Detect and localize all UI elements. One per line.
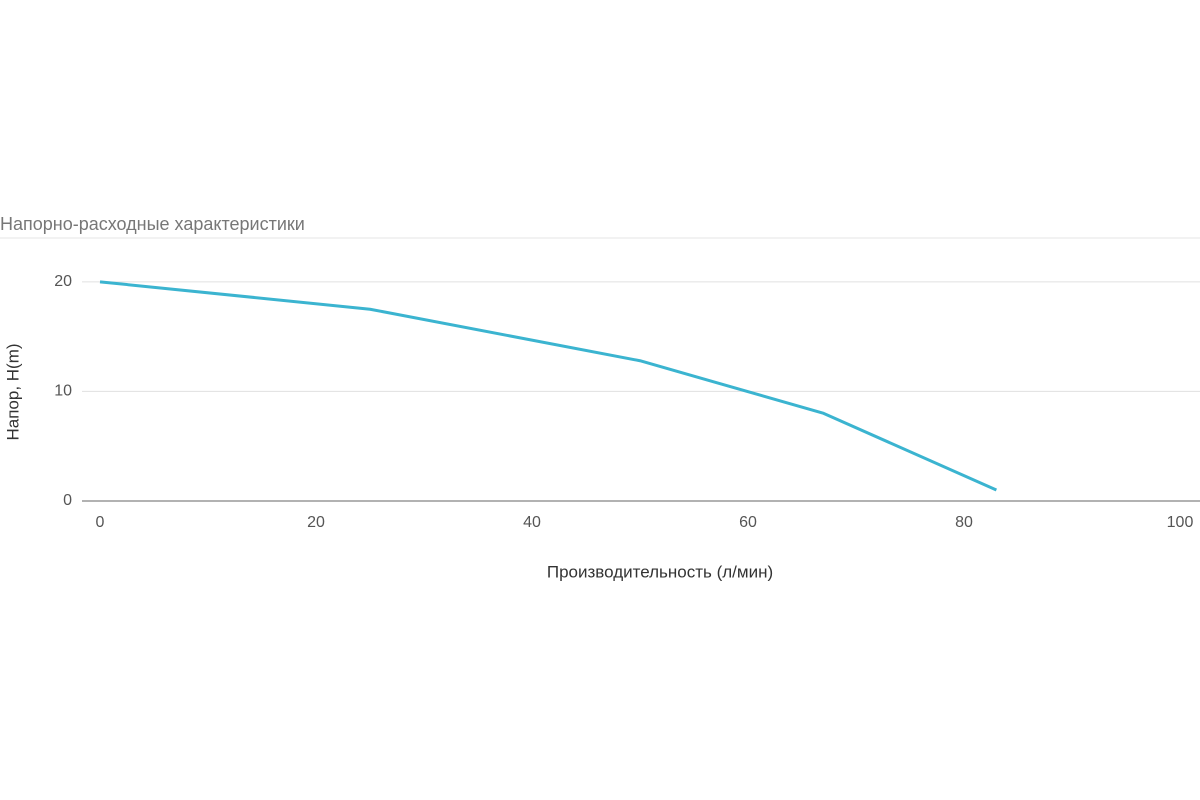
y-tick-label: 0 — [63, 492, 72, 509]
x-tick-label: 100 — [1167, 514, 1194, 531]
data-line — [99, 280, 998, 492]
y-tick-label: 10 — [54, 383, 72, 400]
chart-title: Напорно-расходные характеристики — [0, 214, 305, 234]
x-tick-label: 20 — [307, 514, 325, 531]
y-tick-label: 20 — [54, 273, 72, 290]
x-tick-label: 0 — [96, 514, 105, 531]
x-axis-label: Производительность (л/мин) — [547, 562, 773, 581]
x-tick-label: 40 — [523, 514, 541, 531]
y-axis-label: Напор, H(m) — [3, 343, 22, 440]
x-tick-label: 60 — [739, 514, 757, 531]
x-tick-label: 80 — [955, 514, 973, 531]
